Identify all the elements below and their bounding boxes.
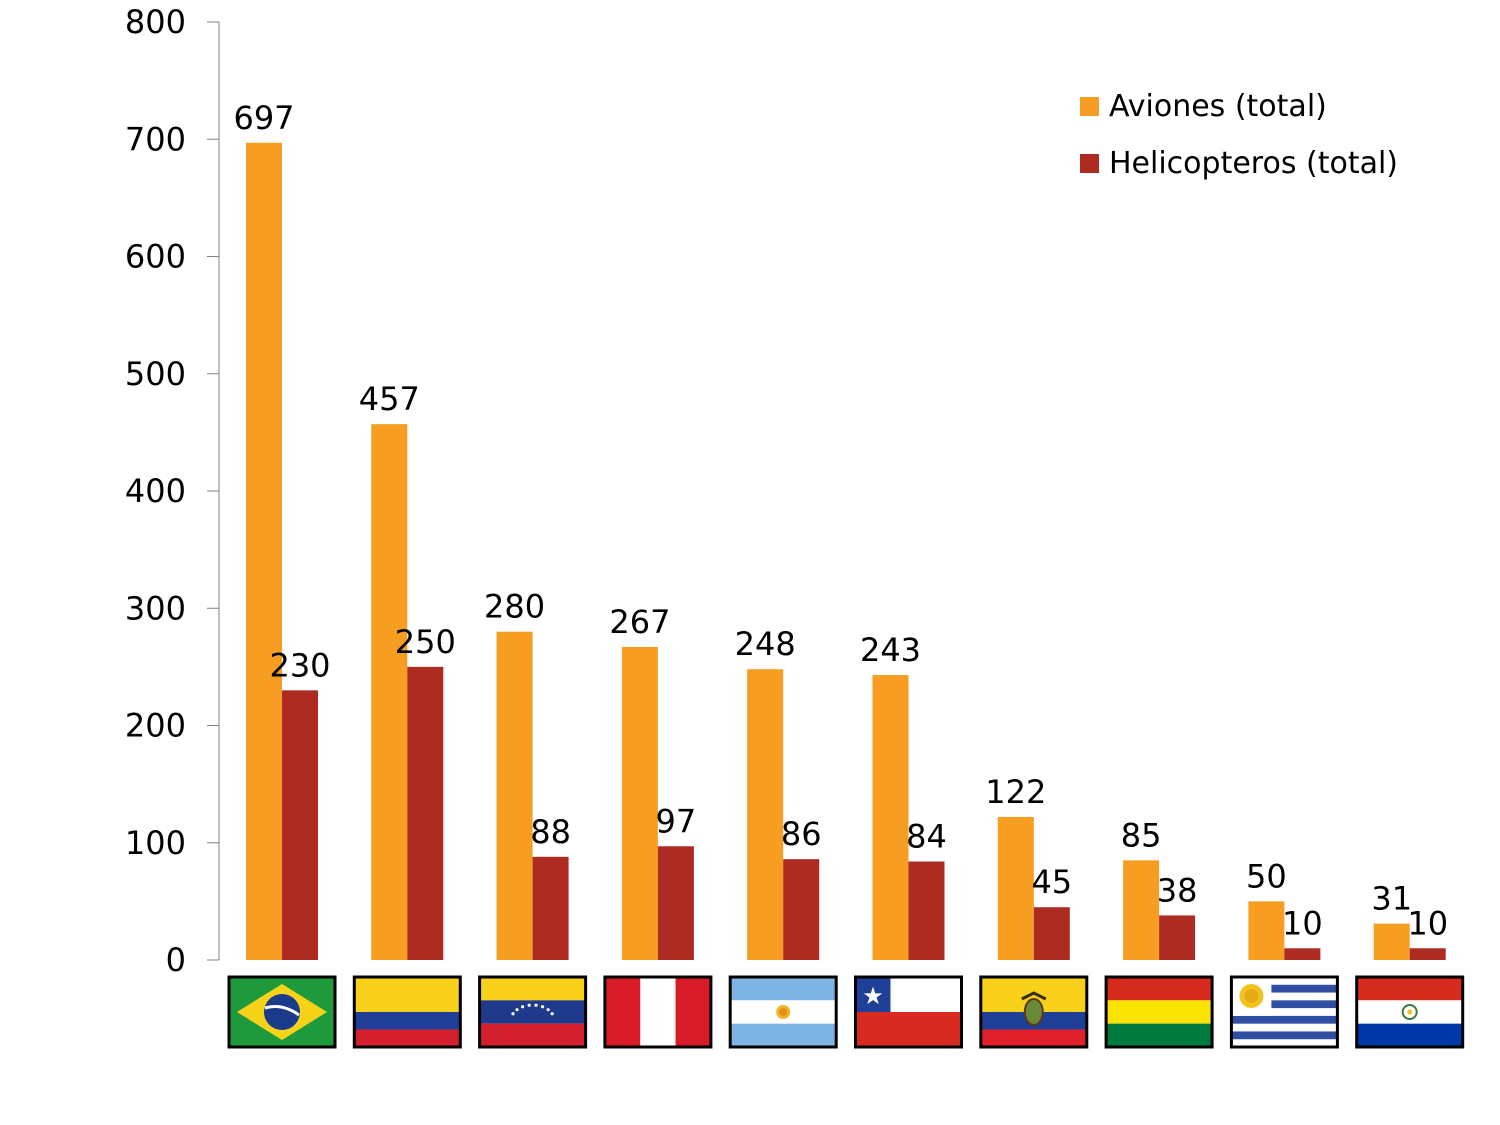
bar-helicopteros-3 xyxy=(657,846,694,960)
bar-helicopteros-6 xyxy=(1033,907,1070,960)
y-tick-label: 400 xyxy=(125,472,186,510)
flag-icon-chile: ★ xyxy=(854,975,963,1049)
data-labels: 697 230 457 250 280 88 267 97 248 86 243 84 122 45 85 3… xyxy=(233,99,1448,943)
bar-aviones-1 xyxy=(371,424,408,961)
y-tick-label: 800 xyxy=(125,3,186,41)
flag-icon-bolivia xyxy=(1104,975,1214,1049)
legend-label-aviones: Aviones (total) xyxy=(1109,89,1327,124)
y-tick-label: 700 xyxy=(125,120,186,158)
bar-aviones-8 xyxy=(1248,901,1285,960)
legend: Aviones (total) Helicopteros (total) xyxy=(1080,78,1398,192)
flag-icon-uruguay xyxy=(1229,975,1339,1049)
bar-aviones-7 xyxy=(1123,860,1160,960)
data-label-helicopteros-0: 230 xyxy=(269,646,330,684)
data-label-aviones-2: 280 xyxy=(484,588,545,626)
y-tick-label: 600 xyxy=(125,238,186,276)
y-tick-label: 200 xyxy=(125,707,186,745)
bar-aviones-4 xyxy=(747,669,784,960)
flag-icon-paraguay xyxy=(1355,975,1465,1049)
legend-swatch-aviones xyxy=(1080,97,1099,116)
data-label-aviones-6: 122 xyxy=(985,773,1046,811)
bar-aviones-0 xyxy=(246,142,282,960)
bar-aviones-6 xyxy=(997,816,1034,960)
legend-item-helicopteros: Helicopteros (total) xyxy=(1080,135,1398,192)
data-label-aviones-8: 50 xyxy=(1246,857,1287,895)
flag-icon-colombia xyxy=(352,975,462,1049)
legend-swatch-helicopteros xyxy=(1080,154,1099,173)
data-label-helicopteros-2: 88 xyxy=(530,813,571,851)
legend-label-helicopteros: Helicopteros (total) xyxy=(1109,146,1398,181)
bar-helicopteros-5 xyxy=(908,861,945,960)
bars xyxy=(246,142,1446,961)
data-label-aviones-9: 31 xyxy=(1371,880,1412,918)
flag-icon-argentina xyxy=(728,975,838,1049)
data-label-aviones-0: 697 xyxy=(233,99,294,137)
bar-helicopteros-8 xyxy=(1284,948,1321,960)
bar-aviones-9 xyxy=(1373,923,1410,960)
bar-helicopteros-7 xyxy=(1159,915,1196,960)
y-tick-label: 100 xyxy=(125,824,186,862)
bar-helicopteros-2 xyxy=(532,856,569,960)
y-axis: 0 100 200 300 400 500 600 700 800 xyxy=(125,3,220,979)
data-label-helicopteros-5: 84 xyxy=(906,818,947,856)
bar-helicopteros-1 xyxy=(407,666,444,960)
data-label-helicopteros-9: 10 xyxy=(1407,904,1448,942)
flag-icon-peru xyxy=(603,975,713,1049)
flag-icon-ecuador xyxy=(979,975,1089,1049)
legend-item-aviones: Aviones (total) xyxy=(1080,78,1398,135)
data-label-helicopteros-1: 250 xyxy=(395,623,456,661)
svg-text:★: ★ xyxy=(862,982,884,1010)
data-label-helicopteros-4: 86 xyxy=(781,815,822,853)
data-label-helicopteros-7: 38 xyxy=(1157,871,1198,909)
flag-icon-brasil xyxy=(227,975,337,1049)
data-label-helicopteros-8: 10 xyxy=(1282,904,1323,942)
bar-helicopteros-0 xyxy=(282,690,318,960)
y-tick-label: 0 xyxy=(166,941,186,979)
data-label-aviones-4: 248 xyxy=(735,625,796,663)
bar-aviones-2 xyxy=(496,631,533,960)
category-flags: ★ xyxy=(227,975,1465,1049)
data-label-aviones-3: 267 xyxy=(609,603,670,641)
bar-helicopteros-9 xyxy=(1409,948,1446,960)
data-label-helicopteros-6: 45 xyxy=(1031,863,1072,901)
flag-icon-venezuela xyxy=(478,975,588,1049)
data-label-helicopteros-3: 97 xyxy=(656,802,697,840)
bar-helicopteros-4 xyxy=(783,859,820,960)
bar-aviones-5 xyxy=(872,675,909,960)
data-label-aviones-1: 457 xyxy=(359,380,420,418)
bar-aviones-3 xyxy=(621,646,658,960)
data-label-aviones-7: 85 xyxy=(1121,816,1162,854)
y-tick-label: 300 xyxy=(125,589,186,627)
data-label-aviones-5: 243 xyxy=(860,631,921,669)
y-tick-label: 500 xyxy=(125,355,186,393)
